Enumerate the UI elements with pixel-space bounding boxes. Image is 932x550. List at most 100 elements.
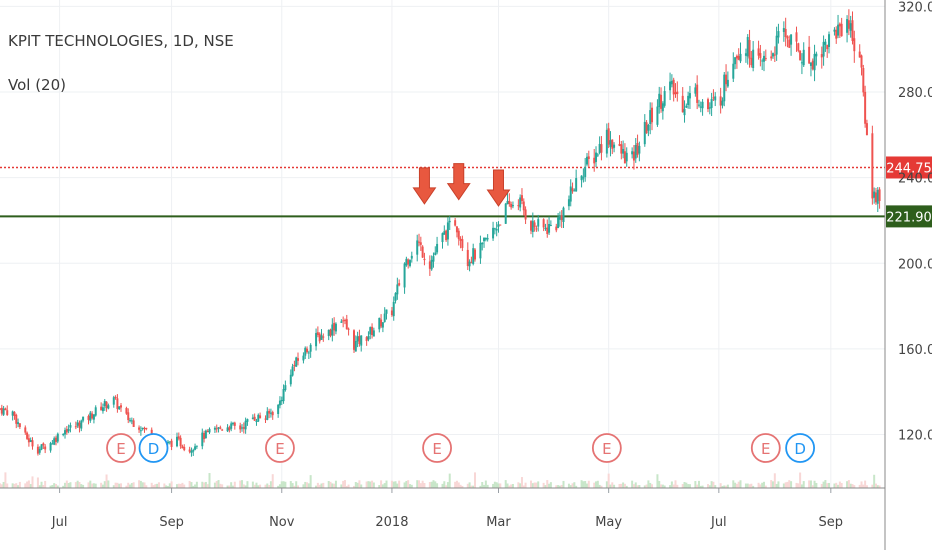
volume-bar [0, 484, 3, 488]
candle-body [177, 436, 180, 439]
candle-body [481, 242, 484, 245]
candle-body [246, 419, 249, 422]
volume-bar [100, 482, 103, 488]
earnings-marker[interactable]: E [750, 433, 781, 463]
volume-bar [815, 482, 818, 488]
candle-body [208, 428, 211, 433]
volume-bar [293, 485, 296, 488]
candlestick-series[interactable] [0, 9, 881, 457]
y-tick-label: 320.00 [898, 0, 932, 15]
candle-body [304, 347, 307, 356]
volume-bar [369, 481, 372, 488]
volume-bar [777, 481, 780, 488]
volume-bar [381, 484, 384, 488]
volume-bar [479, 485, 482, 488]
event-label: E [432, 440, 441, 458]
volume-bar [195, 481, 198, 488]
volume-bar [242, 484, 245, 488]
candle-body [103, 400, 106, 407]
volume-bar [802, 481, 805, 488]
volume-bar [318, 484, 321, 488]
earnings-marker[interactable]: E [591, 433, 622, 463]
candle-body [511, 205, 514, 207]
volume-bar [651, 484, 654, 488]
volume-bar [343, 480, 346, 488]
candle-body [457, 230, 460, 240]
candle-body [436, 243, 439, 253]
volume-bar [694, 481, 697, 488]
volume-bar [519, 483, 522, 488]
volume-bar [342, 480, 345, 488]
volume-bar [737, 481, 740, 488]
x-tick-label: Nov [269, 515, 295, 530]
volume-bar [484, 480, 487, 488]
candle-body [38, 448, 41, 453]
volume-bar [430, 481, 433, 488]
candle-body [293, 365, 296, 367]
candle-body [380, 319, 383, 327]
volume-bar [239, 480, 242, 488]
volume-bar [799, 472, 802, 488]
candle-body [105, 401, 108, 409]
dividend-marker[interactable]: D [138, 433, 169, 463]
candle-body [251, 417, 254, 420]
candle-body [168, 441, 171, 443]
candle-body [289, 374, 292, 385]
volume-bar [824, 480, 827, 488]
candle-body [87, 416, 90, 420]
volume-bar [873, 474, 876, 488]
candle-body [721, 100, 724, 106]
volume-bar [481, 482, 484, 488]
candle-body [112, 397, 115, 405]
candle-body [372, 330, 375, 337]
volume-bar [813, 480, 816, 488]
candle-body [306, 348, 309, 353]
candle-body [143, 428, 146, 430]
candle-body [567, 199, 570, 207]
price-level-badge [886, 156, 932, 179]
candle-body [282, 389, 285, 402]
earnings-marker[interactable]: E [422, 433, 452, 463]
candle-body [94, 407, 97, 416]
event-label: E [761, 440, 770, 458]
candle-body [78, 422, 81, 428]
volume-indicator-label: Vol (20) [8, 76, 67, 94]
volume-bar [118, 483, 121, 488]
candle-body [302, 355, 305, 361]
candle-body [548, 223, 551, 233]
volume-bar [714, 485, 717, 488]
earnings-marker[interactable]: E [106, 433, 136, 463]
volume-bar [537, 481, 540, 488]
volume-bar [152, 485, 155, 488]
candle-body [542, 219, 545, 228]
volume-bar [613, 484, 616, 488]
candle-body [446, 222, 449, 240]
volume-bar [390, 480, 393, 488]
earnings-marker[interactable]: E [265, 433, 295, 463]
volume-bar [849, 483, 852, 488]
volume-bar [748, 484, 751, 488]
candle-body [636, 142, 639, 155]
volume-bar [419, 483, 422, 488]
candle-body [345, 319, 348, 330]
volume-bar [416, 480, 419, 488]
candle-body [334, 323, 337, 332]
volume-bar [76, 480, 79, 488]
volume-bar [809, 480, 812, 488]
volume-bar [2, 481, 5, 488]
candle-body [421, 246, 424, 258]
candle-body [847, 20, 850, 29]
volume-bar [418, 480, 421, 488]
candle-body [190, 450, 193, 453]
candle-body [11, 411, 14, 416]
candle-body [808, 46, 811, 64]
volume-bar [230, 482, 233, 488]
candle-body [53, 438, 56, 445]
volume-bar [347, 484, 350, 488]
candle-body [472, 248, 475, 264]
dividend-marker[interactable]: D [785, 433, 816, 463]
volume-bar [278, 484, 281, 488]
candle-body [782, 28, 785, 32]
